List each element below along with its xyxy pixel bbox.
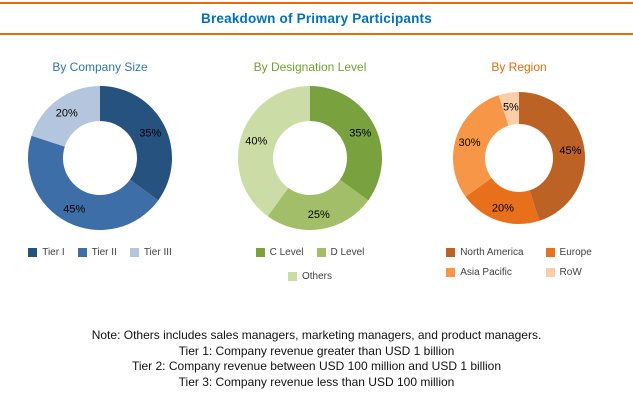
title-underline-rule xyxy=(0,33,633,35)
legend-item-asia-pacific: Asia Pacific xyxy=(446,267,523,278)
c-level-segment xyxy=(310,86,383,201)
chart-region: By Region 45% 20% 30% 5% North America Europ… xyxy=(433,60,605,278)
legend-swatch-tier-i xyxy=(28,248,38,257)
legend-item-tier-iii: Tier III xyxy=(129,247,172,258)
asia-pacific-segment xyxy=(452,95,509,197)
chart-title-region: By Region xyxy=(491,60,547,74)
legend-label-tier-ii: Tier II xyxy=(91,247,117,258)
c-level-value-label: 35% xyxy=(349,127,371,139)
legend-swatch-others xyxy=(287,272,297,281)
legend-label-d-level: D Level xyxy=(330,247,365,258)
north-america-value-label: 45% xyxy=(559,145,581,157)
others-segment xyxy=(237,86,310,217)
company-size-legend: Tier I Tier II Tier III xyxy=(18,247,182,258)
chart-company-size: By Company Size 35% 45% 20% Tier I Tier II T… xyxy=(18,60,182,258)
note-others: Note: Others includes sales managers, ma… xyxy=(91,328,542,342)
d-level-segment xyxy=(267,179,369,231)
region-legend: North America Europe Asia Pacific RoW xyxy=(433,247,605,278)
d-level-value-label: 25% xyxy=(308,209,330,221)
legend-label-asia-pacific: Asia Pacific xyxy=(460,267,512,278)
tier-ii-segment xyxy=(27,135,159,231)
legend-item-tier-i: Tier I xyxy=(28,247,65,258)
designation-level-donut-chart: 35% 25% 40% xyxy=(237,86,383,231)
legend-swatch-europe xyxy=(545,248,555,257)
asia-pacific-value-label: 30% xyxy=(458,137,480,149)
legend-item-tier-ii: Tier II xyxy=(77,247,117,258)
row-segment xyxy=(498,92,519,126)
chart-designation-level: By Designation Level 35% 25% 40% C Level D … xyxy=(228,60,392,282)
region-donut-chart: 45% 20% 30% 5% xyxy=(452,92,586,225)
europe-value-label: 20% xyxy=(492,203,514,215)
note-tier1: Tier 1: Company revenue greater than USD… xyxy=(178,343,455,358)
tier-iii-segment xyxy=(31,86,100,147)
north-america-segment xyxy=(519,92,586,221)
legend-swatch-asia-pacific xyxy=(446,268,456,277)
legend-item-c-level: C Level xyxy=(255,247,304,258)
note-tier3: Tier 3: Company revenue less than USD 10… xyxy=(178,374,455,389)
company-size-donut-chart: 35% 45% 20% xyxy=(27,86,173,231)
others-value-label: 40% xyxy=(245,136,267,148)
legend-swatch-c-level xyxy=(255,248,265,257)
legend-item-europe: Europe xyxy=(545,247,592,258)
tier-i-value-label: 35% xyxy=(139,127,161,139)
tier-ii-value-label: 45% xyxy=(63,203,85,215)
legend-item-north-america: North America xyxy=(446,247,524,258)
top-accent-rule xyxy=(0,2,633,4)
legend-label-c-level: C Level xyxy=(269,247,304,258)
legend-swatch-tier-iii xyxy=(129,248,139,257)
tier-i-segment xyxy=(100,86,173,201)
chart-title-designation-level: By Designation Level xyxy=(253,60,367,74)
chart-title-company-size: By Company Size xyxy=(52,60,148,74)
legend-label-europe: Europe xyxy=(559,247,592,258)
figure-title: Breakdown of Primary Participants xyxy=(201,11,432,26)
designation-level-legend: C Level D Level Others xyxy=(228,247,392,282)
europe-segment xyxy=(465,177,540,225)
legend-swatch-north-america xyxy=(446,248,456,257)
note-tier2: Tier 2: Company revenue between USD 100 … xyxy=(131,359,502,373)
legend-swatch-d-level xyxy=(316,248,326,257)
legend-label-tier-i: Tier I xyxy=(42,247,65,258)
legend-label-north-america: North America xyxy=(460,247,524,258)
legend-label-others: Others xyxy=(301,271,332,282)
legend-swatch-tier-ii xyxy=(77,248,87,257)
tier-iii-value-label: 20% xyxy=(56,107,78,119)
legend-item-d-level: D Level xyxy=(316,247,365,258)
legend-label-row: RoW xyxy=(559,267,582,278)
footnotes: Note: Others includes sales managers, ma… xyxy=(0,328,633,390)
legend-item-others: Others xyxy=(287,271,332,282)
legend-swatch-row xyxy=(545,268,555,277)
row-value-label: 5% xyxy=(503,102,519,114)
legend-item-row: RoW xyxy=(545,267,592,278)
legend-label-tier-iii: Tier III xyxy=(143,247,172,258)
